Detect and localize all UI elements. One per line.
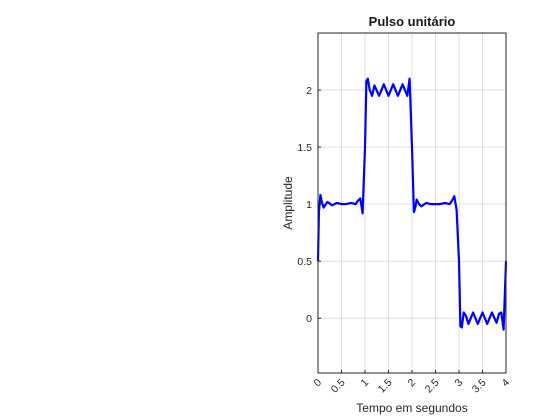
y-tick-label: 1 — [306, 199, 312, 211]
y-tick-label: 2 — [306, 85, 312, 97]
y-axis-label: Amplitude — [281, 176, 295, 230]
y-tick-label: 0 — [306, 313, 312, 325]
x-axis-label: Tempo em segundos — [356, 401, 467, 415]
x-tick-label: 3 — [453, 377, 466, 390]
x-tick-label: 1 — [359, 377, 372, 390]
x-tick-label: 0.5 — [329, 377, 348, 396]
pulse-series-line — [316, 77, 508, 331]
x-tick-label: 1.5 — [376, 377, 395, 396]
x-tick-label: 3.5 — [470, 377, 489, 396]
y-tick-label: 1.5 — [297, 142, 312, 154]
x-tick-label: 0 — [312, 377, 325, 390]
x-tick-label: 2.5 — [423, 377, 442, 396]
chart-title: Pulso unitário — [369, 14, 456, 29]
x-tick-label: 2 — [406, 377, 419, 390]
x-tick-label: 4 — [500, 377, 513, 390]
y-tick-label: 0.5 — [297, 256, 312, 268]
